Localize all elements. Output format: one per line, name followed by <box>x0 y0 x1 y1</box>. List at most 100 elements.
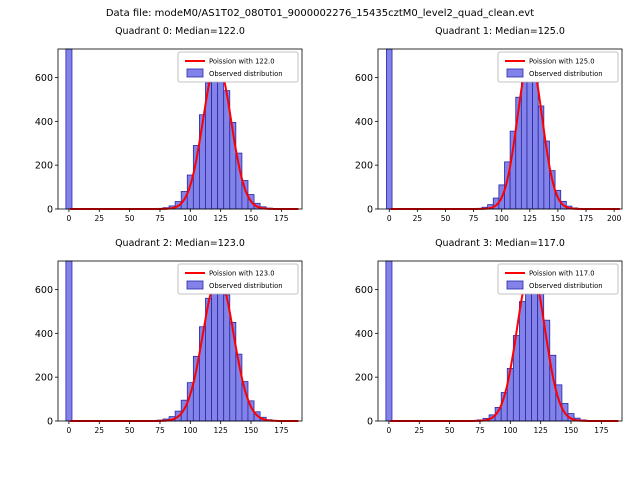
y-tick-label: 200 <box>35 373 53 384</box>
histogram-bar <box>217 67 225 210</box>
poisson-fit-curve <box>70 61 299 210</box>
x-tick-label: 50 <box>445 426 455 435</box>
poisson-fit-curve <box>70 274 299 422</box>
x-tick-label: 100 <box>495 214 510 223</box>
histogram-bar <box>385 260 393 422</box>
histogram-bar <box>531 271 539 422</box>
legend: Poission with 125.0 Observed distribution <box>497 51 619 83</box>
histogram-bar <box>519 301 526 422</box>
x-tick-label: 0 <box>387 426 392 435</box>
histogram-bar <box>217 278 225 422</box>
subplot-plot-quadrant-2: 0 25 50 75 100 125 150 175 0 200 400 600 Poission wi… <box>0 251 320 449</box>
histogram-bar <box>223 294 231 422</box>
histogram-bar <box>532 74 539 210</box>
y-tick-label: 400 <box>35 329 53 340</box>
histogram-svg: 0 25 50 75 100 125 150 175 0 200 400 600 Poission wi… <box>35 260 303 435</box>
histogram-svg: 0 25 50 75 100 125 150 175 0 200 400 600 Poission wi… <box>35 48 303 223</box>
x-tick-label: 150 <box>244 426 259 435</box>
legend-label-observed: Observed distribution <box>529 70 603 78</box>
x-tick-label: 50 <box>441 214 451 223</box>
y-tick-label: 600 <box>355 285 373 296</box>
legend-label-fit: Poission with 125.0 <box>529 58 595 66</box>
legend-label-fit: Poission with 117.0 <box>529 270 595 278</box>
histogram-bar <box>65 260 73 422</box>
x-tick-label: 100 <box>183 214 198 223</box>
y-tick-label: 400 <box>355 329 373 340</box>
x-tick-label: 0 <box>387 214 392 223</box>
y-tick-label: 600 <box>35 285 53 296</box>
histogram-svg: 0 25 50 75 100 125 150 175 200 0 200 400 600 Poission… <box>355 48 623 223</box>
x-tick-label: 125 <box>214 426 229 435</box>
y-tick-label: 0 <box>367 417 373 428</box>
legend-label-observed: Observed distribution <box>209 70 283 78</box>
x-tick-label: 200 <box>607 214 622 223</box>
legend: Poission with 123.0 Observed distribution <box>177 263 299 295</box>
histogram-bar <box>525 275 532 422</box>
x-tick-label: 75 <box>475 426 485 435</box>
x-tick-label: 100 <box>503 426 518 435</box>
y-tick-label: 400 <box>35 117 53 128</box>
figure-title: Data file: modeM0/AS1T02_080T01_90000022… <box>105 8 535 19</box>
x-tick-label: 25 <box>95 426 105 435</box>
x-tick-label: 150 <box>244 214 259 223</box>
subplot-quadrant-1: Quadrant 1: Median=125.0 0 25 50 75 100 125 15… <box>320 25 640 237</box>
subplot-title-quadrant-3: Quadrant 3: Median=117.0 <box>435 238 565 249</box>
y-tick-label: 200 <box>35 161 53 172</box>
legend-box <box>497 263 619 295</box>
y-tick-label: 400 <box>355 117 373 128</box>
legend: Poission with 117.0 Observed distribution <box>497 263 619 295</box>
histogram-bar <box>211 65 219 210</box>
x-tick-label: 100 <box>183 426 198 435</box>
y-tick-label: 600 <box>355 73 373 84</box>
y-tick-label: 200 <box>355 373 373 384</box>
x-tick-label: 175 <box>579 214 594 223</box>
axes-spines <box>377 260 623 422</box>
x-tick-label: 0 <box>67 214 72 223</box>
x-tick-label: 50 <box>125 214 135 223</box>
x-tick-label: 50 <box>125 426 135 435</box>
subplot-grid: Quadrant 0: Median=122.0 0 25 50 75 100 125 15… <box>0 25 640 449</box>
x-tick-label: 75 <box>155 214 165 223</box>
subplot-plot-quadrant-3: 0 25 50 75 100 125 150 175 0 200 400 600 Poission wi… <box>320 251 640 449</box>
x-tick-label: 125 <box>534 426 549 435</box>
x-tick-label: 125 <box>214 214 229 223</box>
legend-box <box>497 51 619 83</box>
legend-label-fit: Poission with 123.0 <box>209 270 275 278</box>
legend: Poission with 122.0 Observed distribution <box>177 51 299 83</box>
x-tick-label: 175 <box>274 426 289 435</box>
x-tick-label: 150 <box>564 426 579 435</box>
x-tick-label: 25 <box>413 214 423 223</box>
histogram-bar <box>65 48 73 210</box>
histogram-bar <box>526 61 534 210</box>
axes-spines <box>57 48 303 210</box>
x-tick-label: 175 <box>594 426 609 435</box>
histogram-svg: 0 25 50 75 100 125 150 175 0 200 400 600 Poission wi… <box>355 260 623 435</box>
x-tick-label: 125 <box>523 214 538 223</box>
axes-spines <box>377 48 623 210</box>
legend-patch-sample <box>186 68 204 78</box>
subplot-plot-quadrant-1: 0 25 50 75 100 125 150 175 200 0 200 400 600 Poission… <box>320 39 640 237</box>
subplot-quadrant-2: Quadrant 2: Median=123.0 0 25 50 75 100 125 15… <box>0 237 320 449</box>
x-tick-label: 75 <box>155 426 165 435</box>
x-tick-label: 75 <box>469 214 479 223</box>
subplot-quadrant-3: Quadrant 3: Median=117.0 0 25 50 75 100 125 15… <box>320 237 640 449</box>
y-tick-label: 200 <box>355 161 373 172</box>
x-tick-label: 150 <box>551 214 566 223</box>
histogram-bar <box>211 280 219 422</box>
x-tick-label: 25 <box>95 214 105 223</box>
histogram-bar <box>386 48 393 210</box>
legend-box <box>177 263 299 295</box>
legend-patch-sample <box>506 280 524 290</box>
legend-box <box>177 51 299 83</box>
y-tick-label: 0 <box>367 205 373 216</box>
legend-label-observed: Observed distribution <box>529 282 603 290</box>
legend-label-observed: Observed distribution <box>209 282 283 290</box>
legend-patch-sample <box>506 68 524 78</box>
x-tick-label: 175 <box>274 214 289 223</box>
x-tick-label: 25 <box>415 426 425 435</box>
subplot-quadrant-0: Quadrant 0: Median=122.0 0 25 50 75 100 125 15… <box>0 25 320 237</box>
y-tick-label: 0 <box>47 417 53 428</box>
legend-patch-sample <box>186 280 204 290</box>
y-tick-label: 600 <box>35 73 53 84</box>
